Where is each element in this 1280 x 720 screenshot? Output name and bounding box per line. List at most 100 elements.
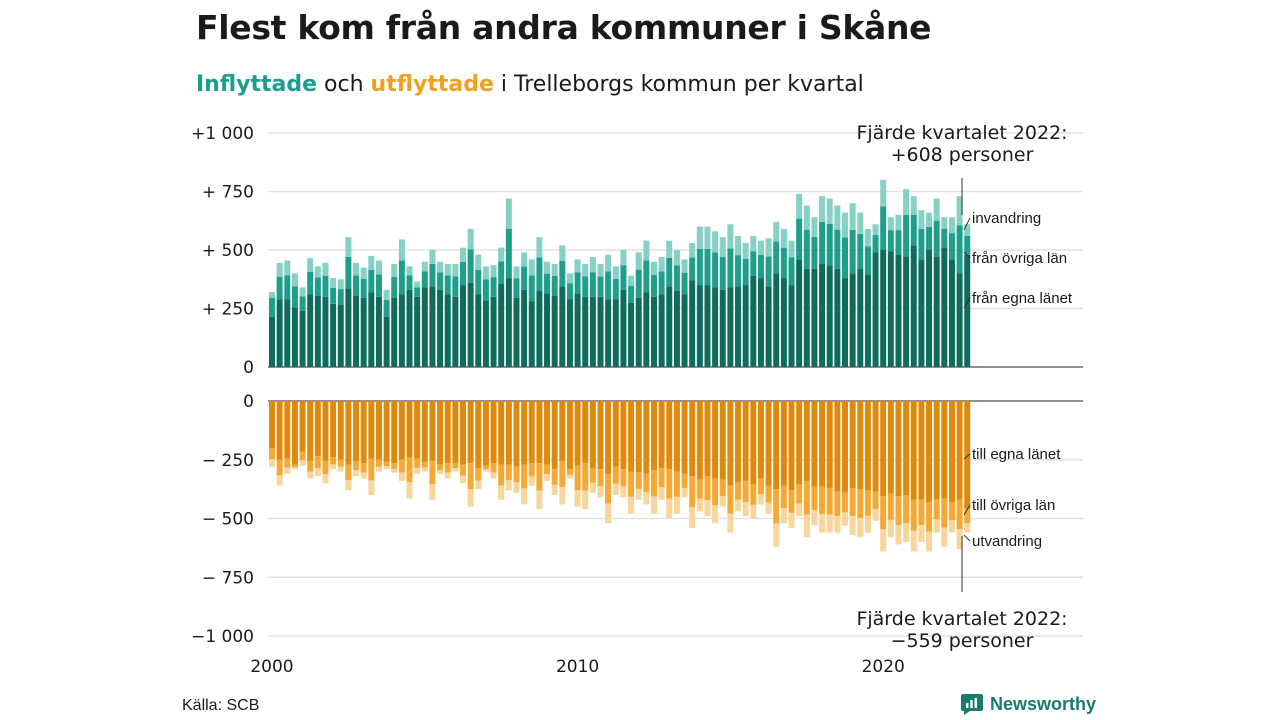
bar-in-other-counties: [482, 279, 489, 301]
bar-out-own-county: [918, 401, 925, 500]
bar-out-own-county: [307, 401, 314, 461]
bar-out-own-county: [635, 401, 642, 473]
bar-out-own-county: [375, 401, 382, 460]
bar-out-emigration: [826, 514, 833, 533]
brand-logo: Newsworthy: [960, 692, 1096, 716]
bar-out-own-county: [964, 401, 971, 510]
bar-out-emigration: [551, 484, 558, 495]
bar-out-own-county: [926, 401, 933, 503]
bar-in-own-county: [666, 286, 673, 367]
bar-in-immigration: [551, 264, 558, 276]
bar-in-other-counties: [597, 276, 604, 297]
bar-in-immigration: [635, 252, 642, 270]
bar-out-emigration: [589, 482, 596, 493]
bar-in-own-county: [513, 297, 520, 367]
bar-in-own-county: [375, 296, 382, 367]
bar-in-other-counties: [345, 256, 352, 289]
bar-out-own-county: [887, 401, 894, 494]
bar-out-other-counties: [269, 448, 275, 460]
bar-out-other-counties: [528, 463, 535, 477]
bar-in-own-county: [673, 290, 680, 367]
bar-out-emigration: [796, 503, 803, 517]
bar-out-emigration: [513, 482, 520, 493]
bar-out-emigration: [872, 509, 879, 521]
bar-in-other-counties: [368, 269, 375, 293]
bar-out-other-counties: [345, 464, 352, 480]
bar-out-emigration: [406, 482, 413, 499]
bar-out-emigration: [948, 520, 955, 533]
bar-in-immigration: [597, 264, 604, 277]
bar-in-immigration: [345, 237, 352, 257]
bar-out-emigration: [887, 519, 894, 538]
bar-out-own-county: [337, 401, 344, 460]
bar-out-own-county: [834, 401, 841, 492]
bar-out-other-counties: [375, 459, 382, 467]
bar-in-other-counties: [528, 275, 535, 302]
y-tick-label-in: + 500: [202, 241, 254, 261]
bar-out-other-counties: [307, 460, 314, 472]
bar-out-emigration: [857, 518, 864, 538]
bar-in-other-counties: [903, 214, 910, 258]
bar-in-own-county: [689, 280, 696, 367]
bar-out-own-county: [681, 401, 688, 474]
bar-out-own-county: [460, 401, 466, 465]
bar-in-immigration: [887, 217, 894, 231]
annotation-in-line2: +608 personer: [891, 144, 1034, 166]
bar-in-other-counties: [437, 272, 444, 290]
bar-out-emigration: [788, 512, 795, 528]
y-tick-label-out: − 500: [202, 510, 254, 530]
bar-out-emigration: [689, 507, 696, 528]
bar-out-other-counties: [857, 489, 864, 519]
bar-out-emigration: [620, 486, 627, 498]
bar-out-emigration: [498, 485, 505, 500]
bar-in-other-counties: [383, 300, 390, 317]
bar-in-own-county: [383, 316, 390, 367]
bar-out-own-county: [299, 401, 306, 452]
bar-out-emigration: [964, 523, 971, 533]
bar-in-own-county: [307, 294, 314, 367]
bar-out-own-county: [826, 401, 833, 488]
bar-in-other-counties: [444, 275, 451, 295]
subtitle-rest: i Trelleborgs kommun per kvartal: [493, 72, 864, 97]
series-label-in-immigration: invandring: [972, 210, 1041, 227]
bar-out-own-county: [391, 401, 398, 464]
bar-out-emigration: [444, 472, 451, 479]
bar-out-other-counties: [926, 502, 933, 532]
bar-out-other-counties: [314, 456, 321, 469]
bar-out-emigration: [505, 479, 512, 491]
bar-in-own-county: [834, 268, 841, 367]
bar-in-other-counties: [559, 260, 566, 287]
bar-in-other-counties: [956, 225, 963, 274]
bar-out-emigration: [574, 490, 581, 507]
bar-out-own-county: [620, 401, 627, 470]
bar-in-own-county: [735, 286, 742, 367]
bar-out-emigration: [933, 519, 940, 533]
bar-in-own-county: [918, 259, 925, 367]
bar-out-emigration: [849, 516, 856, 535]
bar-in-own-county: [505, 278, 512, 367]
bar-out-own-county: [849, 401, 856, 488]
bar-in-other-counties: [284, 275, 291, 300]
bar-in-immigration: [566, 273, 573, 284]
bar-out-other-counties: [826, 487, 833, 515]
bar-out-own-county: [643, 401, 650, 474]
bar-in-other-counties: [666, 257, 673, 287]
bar-in-own-county: [620, 289, 627, 367]
bar-out-own-county: [880, 401, 887, 497]
bar-out-other-counties: [475, 467, 482, 481]
source-note: Källa: SCB: [182, 697, 260, 714]
series-label-out-emigration: utvandring: [972, 533, 1042, 550]
bar-in-own-county: [757, 278, 764, 367]
bar-in-other-counties: [582, 276, 589, 297]
bar-in-immigration: [284, 260, 291, 276]
bar-in-immigration: [956, 196, 963, 226]
bar-in-immigration: [719, 237, 726, 258]
bar-out-own-county: [429, 401, 436, 461]
bar-in-own-county: [796, 259, 803, 367]
bar-in-other-counties: [421, 271, 428, 288]
bar-in-own-county: [933, 257, 940, 367]
bar-in-other-counties: [620, 265, 627, 290]
bar-in-immigration: [605, 254, 612, 272]
bar-in-other-counties: [307, 271, 314, 295]
bar-in-own-county: [437, 289, 444, 367]
